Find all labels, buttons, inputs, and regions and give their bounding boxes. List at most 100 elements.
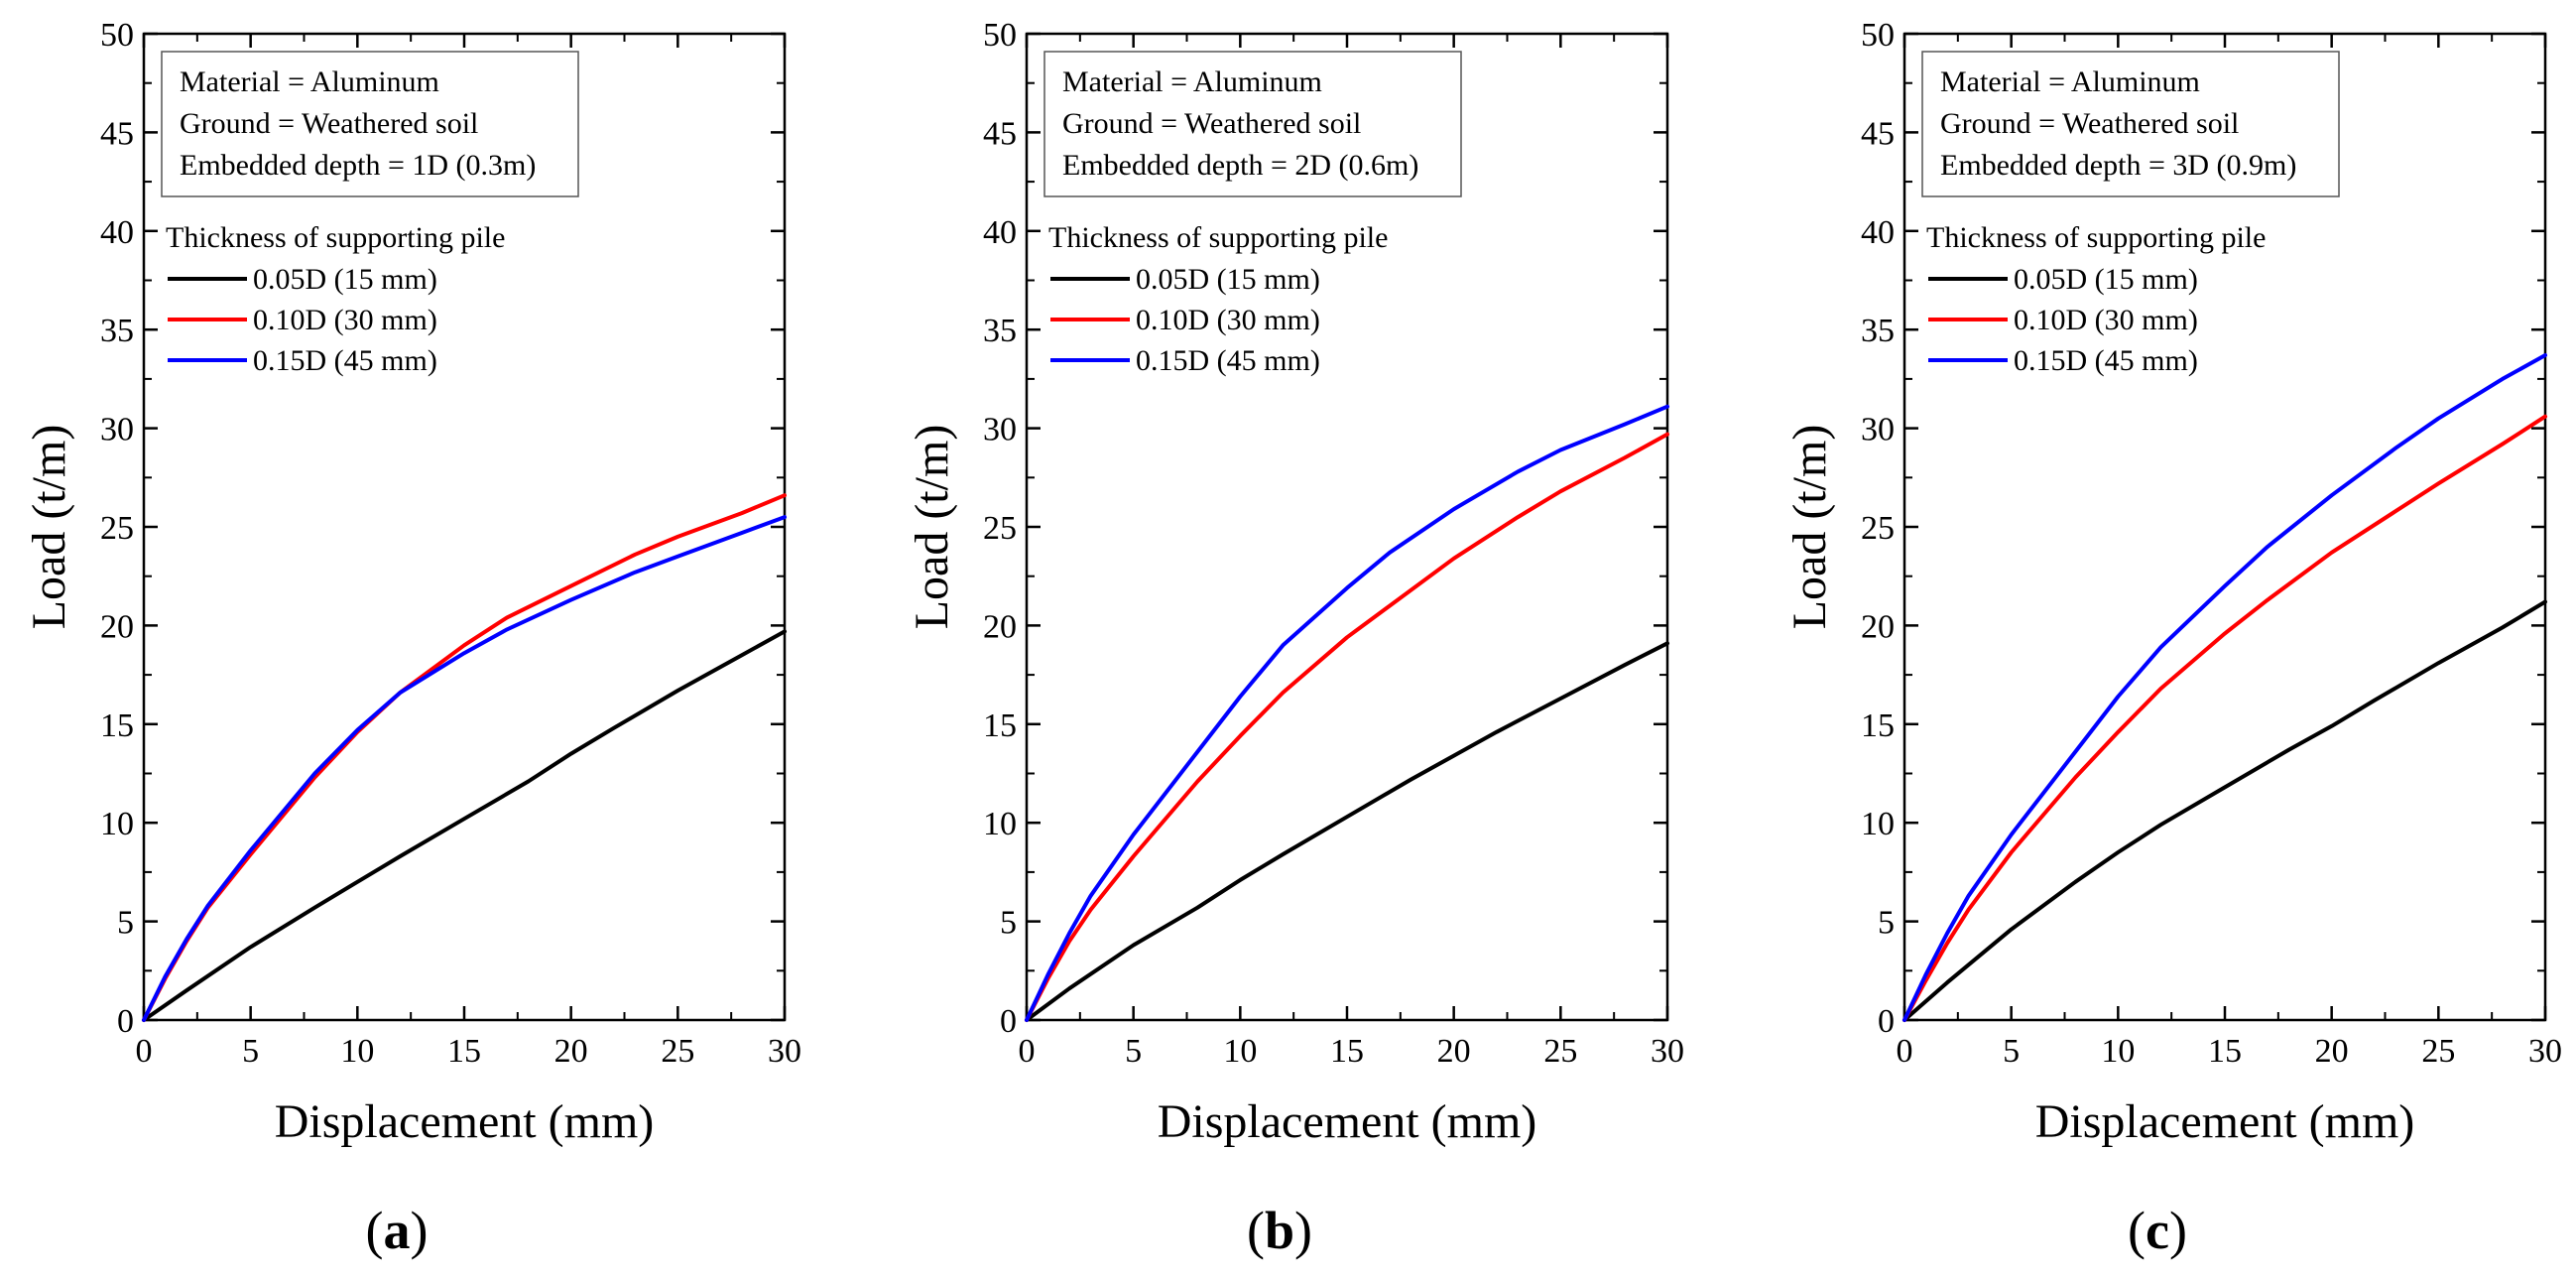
y-axis-title: Load (t/m) xyxy=(23,425,75,630)
x-axis-title: Displacement (mm) xyxy=(2035,1095,2415,1148)
x-tick-label: 25 xyxy=(661,1033,694,1070)
series-line-2 xyxy=(1902,353,2547,1022)
x-tick-label: 30 xyxy=(2528,1033,2562,1070)
y-tick-label: 5 xyxy=(117,905,134,942)
legend-label-0: 0.05D (15 mm) xyxy=(2014,263,2198,296)
y-tick-label: 10 xyxy=(983,806,1017,842)
x-tick-label: 10 xyxy=(340,1033,374,1070)
legend-label-0: 0.05D (15 mm) xyxy=(253,263,437,296)
y-tick-label: 25 xyxy=(983,510,1017,547)
x-axis-title: Displacement (mm) xyxy=(1158,1095,1537,1148)
series-line-0 xyxy=(1025,641,1669,1022)
y-tick-label: 0 xyxy=(1000,1003,1017,1040)
x-tick-label: 20 xyxy=(554,1033,588,1070)
series-line-1 xyxy=(1025,432,1669,1022)
y-tick-label: 35 xyxy=(1861,313,1895,349)
panel-label: (c) xyxy=(2128,1201,2187,1260)
x-tick-label: 0 xyxy=(1897,1033,1913,1070)
y-tick-label: 15 xyxy=(1861,707,1895,744)
legend-title: Thickness of supporting pile xyxy=(1926,221,2266,254)
y-tick-label: 50 xyxy=(983,17,1017,54)
legend-label-1: 0.10D (30 mm) xyxy=(1136,304,1320,336)
x-tick-label: 0 xyxy=(1019,1033,1036,1070)
y-tick-label: 45 xyxy=(1861,115,1895,152)
y-tick-label: 40 xyxy=(1861,214,1895,251)
info-line: Ground = Weathered soil xyxy=(180,107,478,140)
series-line-2 xyxy=(1025,404,1669,1022)
info-line: Embedded depth = 3D (0.9m) xyxy=(1940,149,2296,182)
x-tick-label: 25 xyxy=(1543,1033,1577,1070)
info-line: Embedded depth = 2D (0.6m) xyxy=(1062,149,1418,182)
x-tick-label: 10 xyxy=(1223,1033,1257,1070)
legend-label-1: 0.10D (30 mm) xyxy=(2014,304,2198,336)
x-axis-title: Displacement (mm) xyxy=(275,1095,655,1148)
panel-label: (b) xyxy=(1247,1201,1312,1260)
x-tick-label: 15 xyxy=(447,1033,481,1070)
y-tick-label: 45 xyxy=(983,115,1017,152)
y-tick-label: 20 xyxy=(983,608,1017,645)
y-tick-label: 15 xyxy=(983,707,1017,744)
y-tick-label: 5 xyxy=(1878,905,1895,942)
info-line: Embedded depth = 1D (0.3m) xyxy=(180,149,536,182)
y-tick-label: 10 xyxy=(100,806,134,842)
y-tick-label: 30 xyxy=(1861,412,1895,448)
x-tick-label: 25 xyxy=(2421,1033,2455,1070)
legend-label-0: 0.05D (15 mm) xyxy=(1136,263,1320,296)
info-line: Material = Aluminum xyxy=(1940,65,2200,98)
y-tick-label: 20 xyxy=(1861,608,1895,645)
x-tick-label: 5 xyxy=(1125,1033,1142,1070)
legend-label-2: 0.15D (45 mm) xyxy=(1136,344,1320,377)
series-line-0 xyxy=(1902,599,2547,1022)
info-line: Material = Aluminum xyxy=(1062,65,1322,98)
info-box xyxy=(1043,51,1462,197)
y-tick-label: 10 xyxy=(1861,806,1895,842)
x-tick-label: 15 xyxy=(1330,1033,1364,1070)
y-tick-label: 35 xyxy=(100,313,134,349)
legend-label-2: 0.15D (45 mm) xyxy=(253,344,437,377)
y-tick-label: 45 xyxy=(100,115,134,152)
info-line: Ground = Weathered soil xyxy=(1062,107,1361,140)
legend-label-1: 0.10D (30 mm) xyxy=(253,304,437,336)
y-tick-label: 30 xyxy=(100,412,134,448)
y-tick-label: 50 xyxy=(100,17,134,54)
series-line-1 xyxy=(142,493,787,1022)
y-tick-label: 40 xyxy=(983,214,1017,251)
info-box xyxy=(161,51,579,197)
y-tick-label: 35 xyxy=(983,313,1017,349)
y-tick-label: 30 xyxy=(983,412,1017,448)
x-tick-label: 0 xyxy=(136,1033,153,1070)
x-tick-label: 30 xyxy=(1651,1033,1684,1070)
y-tick-label: 25 xyxy=(1861,510,1895,547)
x-tick-label: 20 xyxy=(1437,1033,1471,1070)
panel-label: (a) xyxy=(366,1201,429,1260)
legend-title: Thickness of supporting pile xyxy=(166,221,505,254)
y-tick-label: 40 xyxy=(100,214,134,251)
legend-title: Thickness of supporting pile xyxy=(1048,221,1388,254)
y-axis-title: Load (t/m) xyxy=(1783,425,1836,630)
info-line: Ground = Weathered soil xyxy=(1940,107,2239,140)
info-line: Material = Aluminum xyxy=(180,65,439,98)
x-tick-label: 10 xyxy=(2101,1033,2135,1070)
series-line-2 xyxy=(142,515,787,1022)
chart-panel-b: 0 5 10 15 20 25 30 35 40 45 50 0 5 10 15 20 25 30 Displace… xyxy=(906,17,1684,1260)
series-line-0 xyxy=(142,629,787,1022)
chart-panel-c: 0 5 10 15 20 25 30 35 40 45 50 0 5 10 15 20 25 30 Displace… xyxy=(1783,17,2562,1260)
y-tick-label: 0 xyxy=(117,1003,134,1040)
y-tick-label: 50 xyxy=(1861,17,1895,54)
x-tick-label: 15 xyxy=(2208,1033,2242,1070)
x-tick-label: 30 xyxy=(768,1033,801,1070)
x-tick-label: 5 xyxy=(242,1033,259,1070)
chart-panel-a: 0 5 10 15 20 25 30 35 40 45 50 0 5 10 15 20 25 30 Displace… xyxy=(23,17,801,1260)
y-tick-label: 5 xyxy=(1000,905,1017,942)
series-line-1 xyxy=(1902,414,2547,1022)
y-tick-label: 15 xyxy=(100,707,134,744)
y-tick-label: 25 xyxy=(100,510,134,547)
y-axis-title: Load (t/m) xyxy=(906,425,958,630)
legend-label-2: 0.15D (45 mm) xyxy=(2014,344,2198,377)
y-tick-label: 20 xyxy=(100,608,134,645)
x-tick-label: 5 xyxy=(2003,1033,2020,1070)
info-box xyxy=(1921,51,2340,197)
x-tick-label: 20 xyxy=(2315,1033,2349,1070)
y-tick-label: 0 xyxy=(1878,1003,1895,1040)
